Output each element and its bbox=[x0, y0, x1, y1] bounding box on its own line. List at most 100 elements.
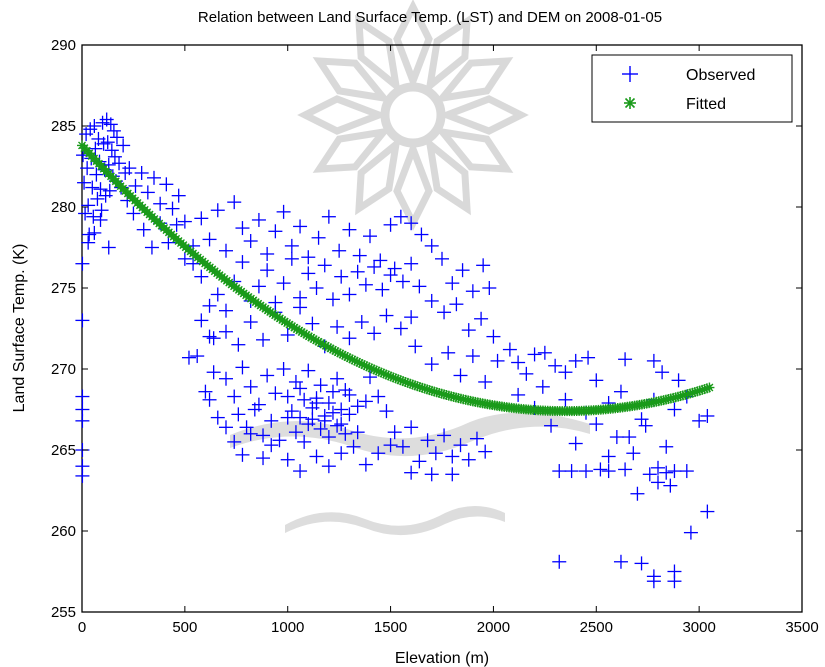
observed-point bbox=[87, 119, 102, 133]
legend-observed-label: Observed bbox=[686, 67, 755, 84]
observed-point bbox=[256, 332, 271, 347]
observed-point bbox=[428, 446, 443, 461]
observed-point bbox=[609, 430, 624, 445]
observed-point bbox=[486, 329, 501, 344]
observed-point bbox=[140, 185, 155, 200]
observed-point bbox=[393, 209, 408, 224]
observed-point bbox=[194, 269, 209, 284]
observed-point bbox=[268, 224, 283, 239]
observed-point bbox=[288, 425, 303, 440]
observed-point bbox=[393, 321, 408, 336]
observed-point bbox=[535, 379, 550, 394]
observed-point bbox=[424, 293, 439, 308]
observed-point bbox=[272, 433, 287, 448]
observed-point bbox=[363, 229, 377, 244]
observed-point bbox=[465, 284, 480, 299]
observed-point bbox=[437, 428, 452, 443]
observed-point bbox=[202, 392, 217, 407]
observed-point bbox=[243, 315, 258, 330]
observed-point bbox=[293, 300, 308, 315]
observed-point bbox=[346, 439, 361, 454]
observed-point bbox=[305, 316, 320, 331]
observed-point bbox=[412, 454, 427, 469]
y-tick-label: 255 bbox=[51, 604, 76, 621]
observed-point bbox=[227, 195, 242, 210]
observed-point bbox=[177, 214, 192, 229]
observed-point bbox=[342, 407, 357, 422]
observed-point bbox=[325, 405, 340, 420]
observed-point bbox=[227, 389, 242, 404]
x-tick-label: 3500 bbox=[785, 619, 818, 636]
observed-point bbox=[350, 399, 365, 414]
observed-point bbox=[202, 232, 217, 247]
observed-point bbox=[441, 345, 456, 360]
observed-point bbox=[280, 452, 295, 467]
observed-point bbox=[210, 287, 225, 302]
observed-point bbox=[89, 167, 104, 182]
observed-point bbox=[219, 243, 233, 258]
observed-point bbox=[103, 117, 118, 132]
observed-point bbox=[260, 263, 275, 278]
observed-point bbox=[358, 457, 373, 472]
observed-point bbox=[210, 410, 225, 425]
observed-point bbox=[387, 261, 402, 276]
observed-point bbox=[412, 279, 427, 294]
observed-point bbox=[75, 413, 90, 428]
observed-point bbox=[358, 394, 373, 409]
observed-point bbox=[338, 426, 353, 441]
y-tick-label: 285 bbox=[51, 118, 76, 135]
observed-point bbox=[618, 462, 633, 477]
observed-point bbox=[437, 305, 452, 320]
observed-point bbox=[247, 402, 262, 417]
y-tick-label: 290 bbox=[51, 37, 76, 54]
observed-point bbox=[511, 387, 526, 402]
x-axis-label: Elevation (m) bbox=[395, 650, 489, 667]
observed-point bbox=[461, 323, 476, 338]
observed-point bbox=[700, 504, 715, 519]
observed-point bbox=[404, 310, 419, 325]
x-tick-label: 3000 bbox=[682, 619, 715, 636]
observed-point bbox=[109, 130, 124, 145]
axes: 0 500 1000 1500 2000 2500 3000 3500 255 260 265 270… bbox=[51, 37, 819, 636]
observed-point bbox=[461, 452, 476, 467]
y-tick-label: 265 bbox=[51, 442, 76, 459]
observed-point bbox=[81, 198, 96, 213]
legend-fitted-marker bbox=[624, 97, 636, 109]
observed-point bbox=[85, 180, 100, 195]
observed-point bbox=[309, 281, 324, 295]
observed-point bbox=[354, 315, 369, 330]
x-tick-label: 1500 bbox=[374, 619, 407, 636]
observed-point bbox=[404, 256, 419, 271]
observed-point bbox=[136, 222, 151, 237]
observed-point bbox=[414, 227, 429, 242]
observed-point bbox=[293, 464, 308, 479]
observed-point bbox=[251, 212, 266, 227]
watermark-logo bbox=[230, 0, 590, 536]
observed-point bbox=[519, 366, 534, 381]
observed-point bbox=[107, 149, 122, 164]
chart-title: Relation between Land Surface Temp. (LST… bbox=[198, 9, 662, 26]
observed-point bbox=[379, 308, 394, 323]
observed-point bbox=[284, 251, 299, 266]
observed-point bbox=[338, 383, 353, 398]
observed-point bbox=[589, 373, 604, 388]
observed-point bbox=[75, 468, 90, 483]
observed-point bbox=[527, 347, 542, 362]
observed-point bbox=[642, 467, 657, 482]
y-tick-label: 270 bbox=[51, 361, 76, 378]
observed-point bbox=[177, 251, 192, 266]
observed-point bbox=[78, 206, 93, 221]
observed-point bbox=[424, 467, 439, 482]
observed-point bbox=[313, 378, 328, 393]
observed-point bbox=[593, 462, 608, 477]
observed-point bbox=[75, 389, 90, 404]
observed-point bbox=[165, 201, 180, 216]
x-tick-label: 2000 bbox=[477, 619, 510, 636]
observed-point bbox=[334, 402, 349, 417]
observed-point bbox=[667, 574, 682, 589]
observed-point bbox=[321, 396, 336, 411]
observed-point bbox=[350, 425, 365, 440]
observed-point bbox=[301, 417, 316, 432]
observed-point bbox=[260, 368, 275, 383]
observed-point bbox=[171, 188, 186, 203]
